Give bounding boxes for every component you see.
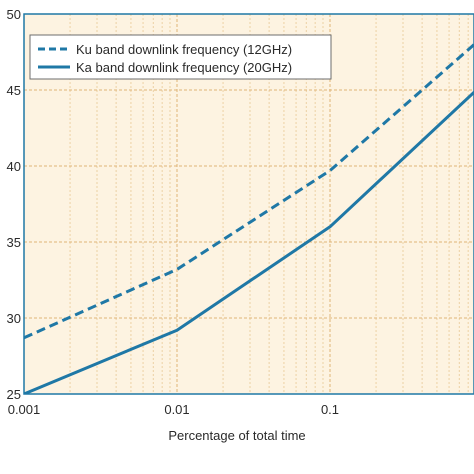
y-tick-label: 30 [7,311,21,326]
series-line-ka-band [24,90,474,394]
legend: Ku band downlink frequency (12GHz) Ka ban… [29,34,332,80]
grid [24,14,474,394]
y-tick-label: 25 [7,387,21,402]
x-tick-label: 0.1 [321,402,339,417]
series-line-ku-band [24,42,474,340]
y-tick-label: 50 [7,7,21,22]
legend-box [29,34,332,80]
plot-border [23,13,474,395]
x-tick-label: 0.01 [164,402,189,417]
y-tick-label: 35 [7,235,21,250]
y-tick-label: 40 [7,159,21,174]
legend-label: Ka band downlink frequency (20GHz) [76,60,292,75]
x-tick-label: 0.001 [8,402,41,417]
series-group [24,42,474,394]
legend-label: Ku band downlink frequency (12GHz) [76,42,292,57]
y-tick-label: 45 [7,83,21,98]
x-axis-label: Percentage of total time [168,428,306,443]
